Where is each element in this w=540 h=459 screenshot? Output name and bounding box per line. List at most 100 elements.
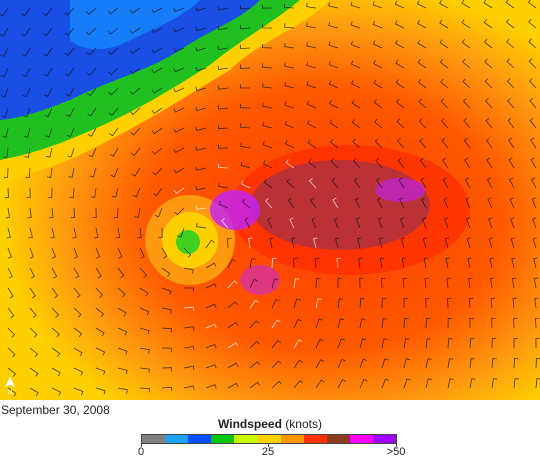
- wind-barb: [376, 197, 383, 209]
- wind-barb: [205, 303, 217, 309]
- wind-barb: [205, 323, 217, 329]
- wind-barb: [399, 197, 405, 209]
- wind-barb: [0, 67, 9, 78]
- wind-barb: [422, 237, 428, 249]
- wind-barb: [284, 120, 295, 129]
- wind-barb: [315, 278, 321, 289]
- wind-barb: [398, 177, 405, 189]
- wind-barb: [425, 298, 430, 309]
- wind-barb: [95, 367, 106, 376]
- wind-barb: [507, 98, 515, 109]
- wind-barb: [337, 338, 345, 349]
- wind-barb: [293, 258, 298, 269]
- wind-barb: [396, 98, 405, 109]
- wind-barb: [469, 338, 475, 349]
- wind-barb: [375, 157, 383, 169]
- wind-barb: [421, 197, 427, 209]
- wind-barb: [25, 167, 31, 178]
- wind-barb: [173, 167, 185, 174]
- wind-barb: [183, 385, 195, 390]
- wind-barb: [466, 217, 471, 229]
- wind-barb: [284, 62, 295, 69]
- wind-barb: [161, 247, 168, 259]
- wind-barb: [3, 147, 9, 158]
- wind-barb: [350, 60, 361, 69]
- wind-barb: [329, 100, 339, 109]
- wind-barb: [49, 207, 54, 219]
- wind-barb: [315, 379, 325, 389]
- wind-barb: [417, 20, 427, 29]
- wind-barb: [403, 298, 408, 308]
- wind-barb: [330, 158, 339, 169]
- wind-barb: [2, 127, 9, 138]
- wind-barb: [306, 61, 317, 69]
- wind-barb: [351, 119, 361, 129]
- wind-barb: [151, 87, 163, 94]
- wind-barb: [374, 118, 383, 129]
- wind-barb: [359, 378, 368, 389]
- wind-barb: [331, 177, 339, 189]
- wind-barb: [394, 0, 405, 9]
- wind-barb: [183, 267, 194, 274]
- wind-barb: [513, 338, 518, 349]
- wind-barb: [529, 117, 537, 129]
- wind-barb: [5, 207, 10, 219]
- wind-barb: [461, 19, 471, 29]
- wind-barb: [151, 67, 163, 74]
- wind-barb: [139, 307, 150, 316]
- wind-barb: [512, 297, 517, 309]
- wind-barb: [328, 21, 339, 29]
- cyan-patch: [70, 0, 200, 50]
- wind-barb: [442, 177, 449, 189]
- wind-barb: [529, 78, 537, 89]
- wind-barb: [217, 85, 229, 90]
- wind-barb: [205, 384, 217, 389]
- wind-barb: [269, 237, 274, 249]
- wind-barb: [95, 347, 106, 356]
- colorbar-swatch: [257, 435, 281, 443]
- wind-barb: [240, 161, 251, 169]
- wind-barb: [183, 345, 195, 351]
- wind-barb: [117, 347, 128, 355]
- tick-label-0: 0: [137, 446, 145, 458]
- wind-barb: [399, 217, 405, 229]
- wind-barb: [139, 287, 149, 297]
- wind-barb: [311, 217, 317, 229]
- legend-title-unit: (knots): [285, 417, 322, 431]
- wind-barb: [271, 339, 282, 349]
- wind-barb: [151, 127, 163, 135]
- wind-barb: [217, 26, 229, 31]
- wind-barb: [227, 258, 236, 269]
- wind-barb: [227, 382, 239, 389]
- wind-barb: [315, 359, 325, 369]
- wind-barb: [183, 306, 195, 311]
- wind-barb: [358, 257, 363, 269]
- wind-barb: [227, 342, 239, 349]
- wind-barb: [29, 327, 38, 338]
- wind-barb: [350, 1, 361, 9]
- wind-barb: [286, 178, 295, 189]
- wind-barb: [217, 124, 229, 130]
- wind-barb: [403, 358, 410, 369]
- wind-barb: [64, 27, 75, 36]
- wind-barb: [173, 67, 185, 73]
- wind-barb: [249, 340, 260, 349]
- wind-barb: [262, 24, 273, 29]
- wind-barb: [51, 347, 61, 357]
- wind-barb: [511, 277, 517, 289]
- wind-barb: [29, 287, 36, 299]
- wind-barb: [488, 217, 493, 229]
- wind-barb: [240, 103, 251, 109]
- wind-barb: [117, 287, 126, 298]
- wind-barb: [161, 267, 171, 277]
- wind-barb: [397, 157, 405, 169]
- wind-barb: [90, 187, 97, 198]
- wind-barb: [425, 318, 431, 329]
- wind-barb: [218, 182, 229, 189]
- wind-barb: [293, 380, 304, 389]
- wind-barb: [73, 387, 84, 396]
- wind-barb: [108, 107, 119, 116]
- wind-barb: [205, 239, 215, 249]
- colorbar-tick: [141, 444, 142, 447]
- wind-barb: [29, 307, 37, 319]
